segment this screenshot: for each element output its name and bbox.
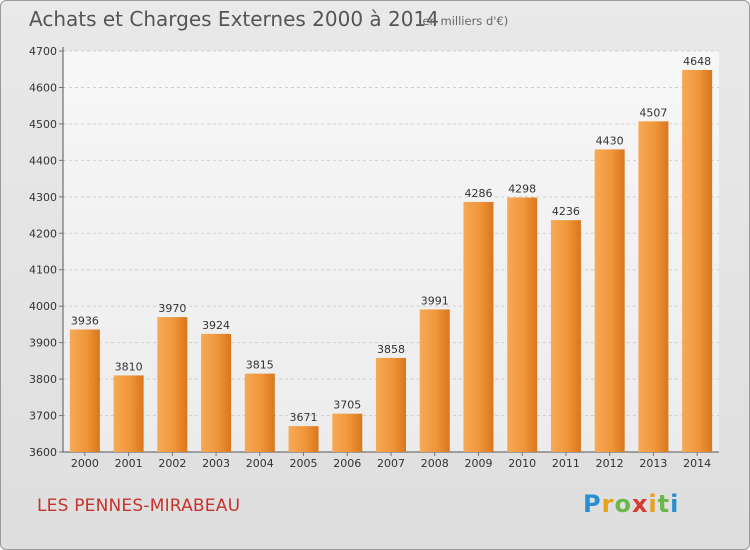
y-tick-label: 4100 [29,264,57,277]
data-label: 3815 [246,359,274,372]
bar [332,413,363,452]
bar [201,333,232,452]
bar [550,220,581,452]
data-label: 4236 [552,205,580,218]
data-label: 3705 [333,399,361,412]
x-tick-label: 2002 [158,457,186,470]
bar [113,375,144,452]
y-tick-label: 3800 [29,373,57,386]
logo-letter: P [583,490,602,518]
x-tick-label: 2014 [683,457,711,470]
bar [594,149,625,452]
data-label: 4430 [596,134,624,147]
data-label: 4507 [639,106,667,119]
plot-area: 3600 3700 3800 3900 4000 4100 4200 4300 4400 4500… [29,45,719,470]
x-tick-label: 2003 [202,457,230,470]
data-label: 3991 [421,294,449,307]
x-tick-label: 2007 [377,457,405,470]
bar [419,309,450,452]
data-label: 3924 [202,319,230,332]
x-tick-label: 2004 [246,457,274,470]
data-label: 4286 [464,187,492,200]
y-tick-label: 4600 [29,81,57,94]
bar [157,317,188,452]
data-label: 4298 [508,183,536,196]
logo-letter: x [631,490,649,518]
bar [463,201,494,452]
x-tick-label: 2005 [290,457,318,470]
x-tick-label: 2000 [71,457,99,470]
city-name: LES PENNES-MIRABEAU [37,496,241,516]
logo-letter: i [648,490,658,518]
logo-letter: t [657,490,671,518]
logo-letter: i [670,490,680,518]
x-tick-label: 2001 [115,457,143,470]
y-tick-label: 4200 [29,227,57,240]
y-tick-label: 3900 [29,337,57,350]
bar [376,357,406,452]
proxiti-logo: Proxiti [583,490,679,518]
x-tick-label: 2008 [421,457,449,470]
data-label: 3858 [377,343,405,356]
y-tick-label: 4400 [29,154,57,167]
x-tick-label: 2011 [552,457,580,470]
chart-title: Achats et Charges Externes 2000 à 2014 [29,7,439,31]
bar [288,426,319,452]
y-tick-label: 3700 [29,410,57,423]
data-label: 3936 [71,315,99,328]
y-tick-label: 4000 [29,300,57,313]
bar [69,329,100,452]
bar [244,373,275,452]
y-tick-label: 4300 [29,191,57,204]
x-tick-label: 2013 [639,457,667,470]
y-tick-label: 4700 [29,45,57,58]
x-tick-label: 2009 [464,457,492,470]
data-label: 3970 [158,302,186,315]
y-tick-label: 3600 [29,446,57,459]
data-label: 3671 [290,411,318,424]
chart-unit-note: (en milliers d'€) [418,14,509,28]
data-label: 3810 [115,360,143,373]
bar [507,197,538,452]
logo-letter: o [614,490,632,518]
y-tick-label: 4500 [29,118,57,131]
bar [682,69,713,452]
x-tick-label: 2010 [508,457,536,470]
bar [638,121,669,452]
x-tick-label: 2006 [333,457,361,470]
data-label: 4648 [683,55,711,68]
x-tick-label: 2012 [596,457,624,470]
logo-letter: r [601,490,615,518]
